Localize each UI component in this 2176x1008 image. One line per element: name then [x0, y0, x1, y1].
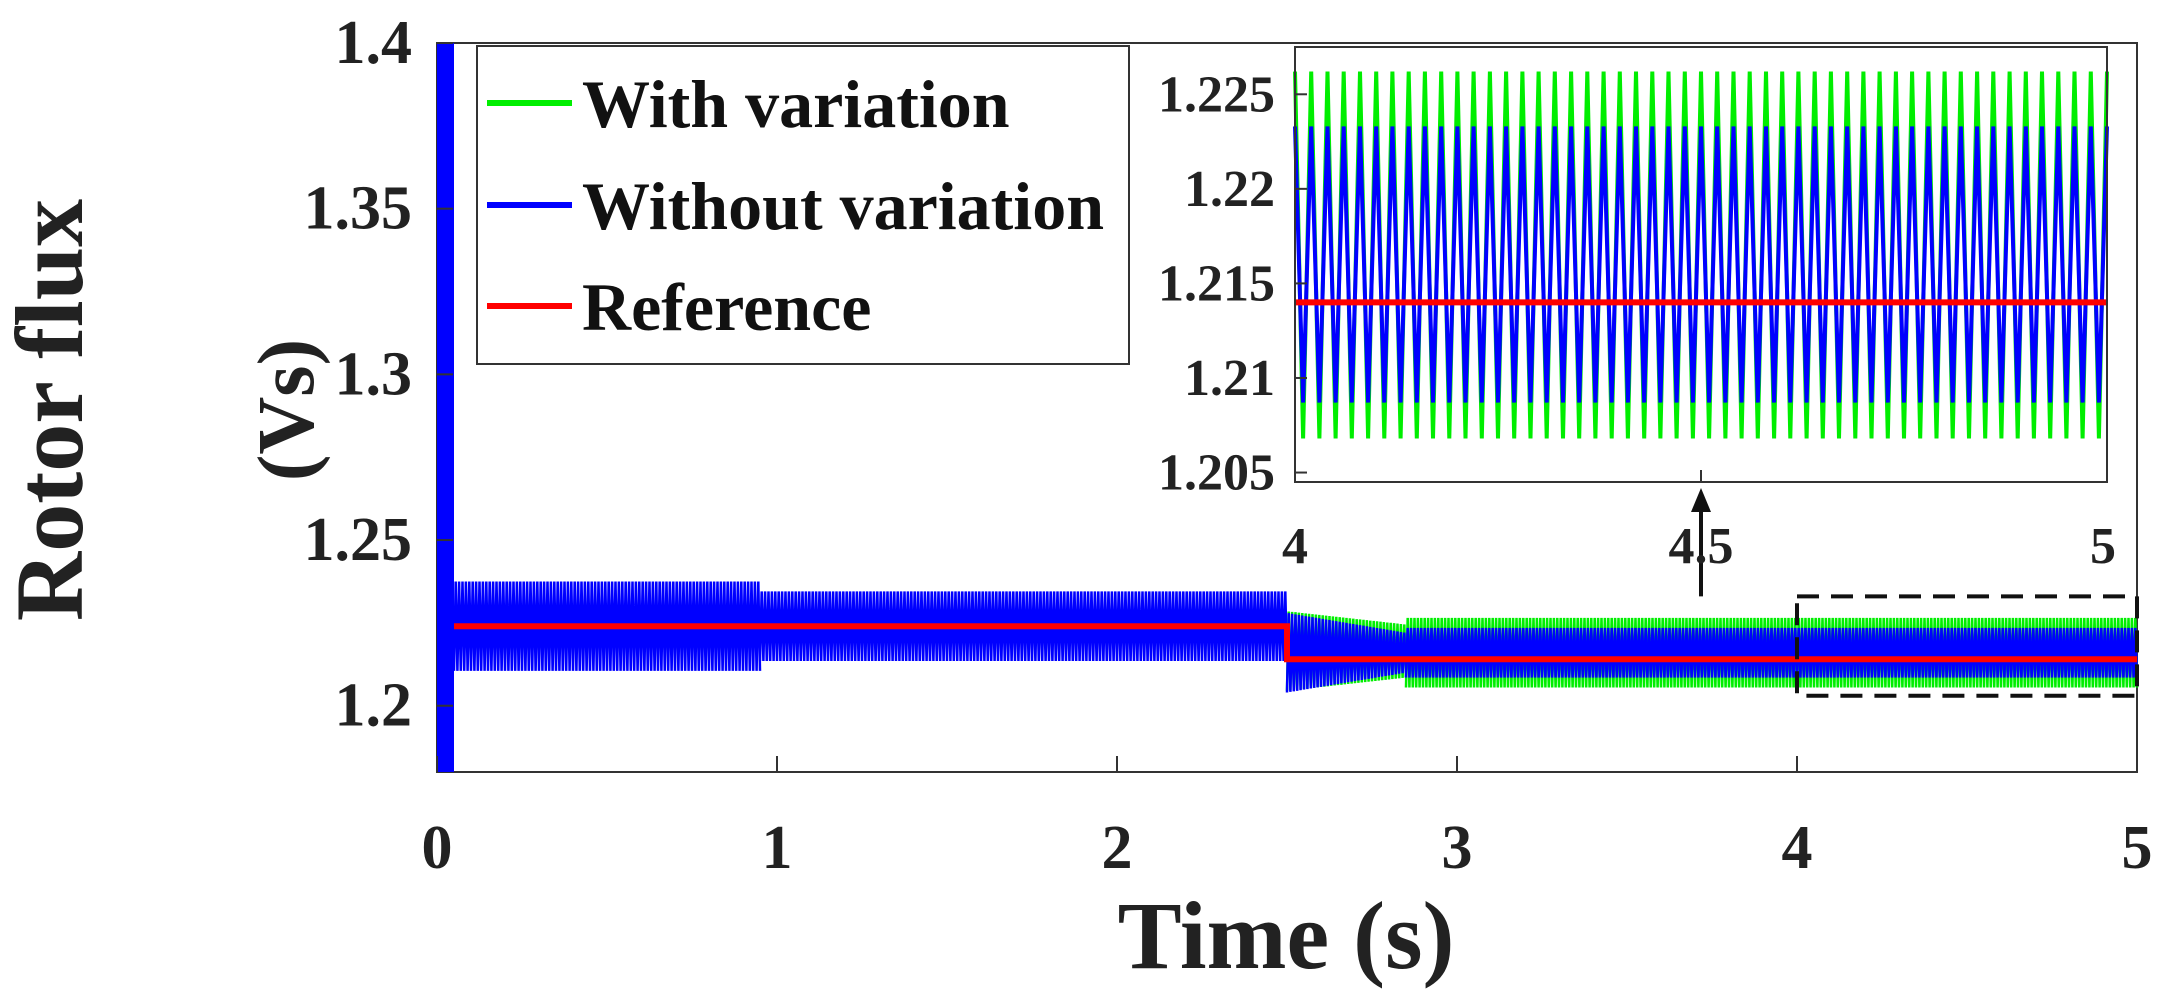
main-x-axis: 0 1 2 3 4 5	[422, 756, 2153, 882]
main-plot: 0 1 2 3 4 5 1.2 1.25 1.3 1.35 1.4	[304, 9, 2153, 882]
x-tick-label: 0	[422, 814, 453, 882]
series-without-variation-segment-1	[758, 591, 1289, 662]
inset-y-axis: 1.205 1.21 1.215 1.22 1.225	[1158, 66, 1307, 502]
series-without-variation-segment-3	[1404, 627, 2139, 678]
y-tick-label: 1.25	[304, 506, 413, 574]
inset-series-without-variation	[1293, 126, 2109, 403]
inset-series-group	[1293, 71, 2109, 439]
legend-label-with-variation: With variation	[582, 66, 1010, 142]
zoom-annotation	[1691, 488, 2139, 698]
legend-box	[476, 45, 1130, 365]
x-axis-title: Time (s)	[1118, 882, 1455, 989]
main-y-axis: 1.2 1.25 1.3 1.35 1.4	[304, 9, 453, 740]
x-tick-label: 2	[1102, 814, 1133, 882]
y-axis-title-main: Rotor flux	[0, 199, 103, 621]
legend-label-without-variation: Without variation	[582, 168, 1104, 244]
y-tick-label: 1.4	[335, 9, 413, 77]
inset-y-tick-label: 1.21	[1184, 350, 1275, 407]
y-tick-label: 1.35	[304, 175, 413, 243]
series-reference-line	[454, 623, 2137, 663]
zoom-arrow-head	[1691, 488, 1711, 512]
inset-y-tick-label: 1.225	[1158, 66, 1275, 123]
x-tick-label: 4	[1782, 814, 1813, 882]
inset-x-tick-label: 4.5	[1669, 518, 1734, 575]
inset-x-tick-label: 4	[1282, 518, 1308, 575]
y-tick-label: 1.3	[335, 340, 413, 408]
x-tick-label: 3	[1442, 814, 1473, 882]
main-series-group	[437, 43, 2139, 772]
y-tick-label: 1.2	[335, 672, 413, 740]
inset-y-tick-label: 1.215	[1158, 255, 1275, 312]
inset-x-tick-label: 5	[2090, 518, 2116, 575]
inset-y-tick-label: 1.22	[1184, 161, 1275, 218]
legend-label-reference: Reference	[582, 269, 871, 345]
series-without-variation-startup-spike	[437, 43, 454, 772]
x-tick-label: 1	[762, 814, 793, 882]
y-axis-title-unit: (Vs)	[243, 339, 331, 481]
inset-x-axis: 4 4.5 5	[1282, 470, 2116, 575]
inset-y-tick-label: 1.205	[1158, 445, 1275, 502]
x-tick-label: 5	[2122, 814, 2153, 882]
series-without-variation-segment-0	[452, 581, 762, 671]
legend: With variation Without variation Referen…	[476, 45, 1130, 365]
zoom-region-box	[1795, 594, 2139, 698]
